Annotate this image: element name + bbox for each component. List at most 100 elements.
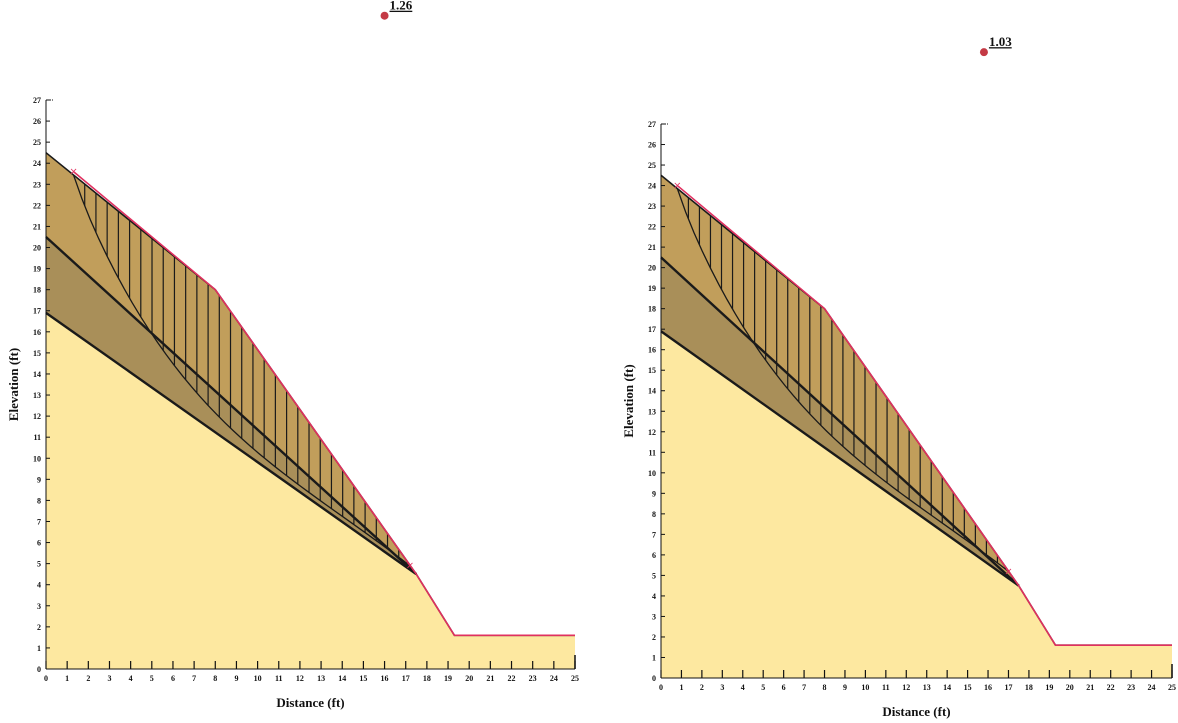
x-tick-label: 19: [444, 674, 452, 683]
x-tick-label: 4: [129, 674, 133, 683]
y-tick-label: 13: [648, 407, 656, 416]
x-tick-label: 11: [882, 683, 890, 692]
x-tick-label: 20: [465, 674, 473, 683]
slip-entry-marker: ×: [673, 181, 681, 192]
ground-surface-line: [676, 184, 1172, 646]
panel-1: ××0 1 2 3 4 5 6 7 8 9 10 11 12 13 14 15 16 17 18 19 20 21 22 23…: [6, 0, 579, 710]
upper-soil-layer: [661, 175, 1019, 586]
x-tick-label: 2: [86, 674, 90, 683]
x-tick-label: 11: [275, 674, 283, 683]
x-tick-label: 6: [171, 674, 175, 683]
y-tick-label: 5: [652, 571, 656, 580]
y-tick-label: 19: [33, 265, 41, 274]
x-tick-label: 3: [107, 674, 111, 683]
panel-2: ××0 1 2 3 4 5 6 7 8 9 10 11 12 13 14 15 16 17 18 19 20 21 22 23…: [621, 34, 1176, 719]
y-tick-label: 23: [33, 180, 41, 189]
y-tick-label: 22: [648, 223, 656, 232]
y-tick-label: 20: [33, 244, 41, 253]
y-axis-label: Elevation (ft): [6, 348, 21, 421]
y-tick-label: 0: [652, 674, 656, 683]
y-tick-label: 4: [652, 592, 656, 601]
x-tick-label: 8: [213, 674, 217, 683]
y-tick-label: 10: [648, 469, 656, 478]
y-tick-label: 17: [648, 325, 656, 334]
y-tick-label: 13: [33, 391, 41, 400]
y-tick-label: 14: [33, 370, 41, 379]
x-tick-label: 14: [943, 683, 951, 692]
y-tick-label: 17: [33, 307, 41, 316]
x-tick-label: 13: [317, 674, 325, 683]
y-tick-label: 3: [652, 612, 656, 621]
y-tick-label: 0: [37, 665, 41, 674]
x-tick-label: 10: [861, 683, 869, 692]
y-tick-label: 21: [33, 222, 41, 231]
y-axis-label: Elevation (ft): [621, 364, 636, 437]
y-tick-label: 12: [648, 428, 656, 437]
y-tick-label: 23: [648, 202, 656, 211]
x-tick-label: 8: [823, 683, 827, 692]
ground-surface-line: [72, 171, 575, 637]
x-tick-label: 19: [1045, 683, 1053, 692]
y-tick-label: 26: [33, 117, 41, 126]
x-tick-label: 22: [508, 674, 516, 683]
x-tick-label: 23: [1127, 683, 1135, 692]
y-tick-label: 11: [33, 433, 41, 442]
y-tick-label: 11: [648, 448, 656, 457]
x-tick-label: 21: [1086, 683, 1094, 692]
x-tick-label: 12: [296, 674, 304, 683]
x-tick-label: 17: [1004, 683, 1012, 692]
y-tick-label: 5: [37, 560, 41, 569]
y-tick-label: 15: [648, 366, 656, 375]
y-tick-label: 7: [37, 517, 41, 526]
x-tick-label: 16: [381, 674, 389, 683]
y-tick-label: 19: [648, 284, 656, 293]
x-tick-label: 18: [1025, 683, 1033, 692]
slip-exit-marker: ×: [406, 561, 414, 572]
y-tick-label: 6: [652, 551, 656, 560]
y-tick-label: 20: [648, 264, 656, 273]
x-tick-label: 5: [761, 683, 765, 692]
x-tick-label: 15: [359, 674, 367, 683]
y-tick-label: 2: [37, 623, 41, 632]
x-tick-label: 9: [843, 683, 847, 692]
y-tick-label: 27: [648, 120, 656, 129]
y-tick-label: 7: [652, 530, 656, 539]
x-tick-label: 2: [700, 683, 704, 692]
x-tick-label: 7: [192, 674, 196, 683]
y-tick-label: 25: [648, 161, 656, 170]
x-tick-label: 13: [923, 683, 931, 692]
layer-top-boundary: [45, 236, 418, 576]
x-tick-label: 10: [254, 674, 262, 683]
slip-surface: [72, 174, 411, 567]
x-tick-label: 25: [1168, 683, 1176, 692]
x-tick-label: 3: [720, 683, 724, 692]
x-tick-label: 9: [234, 674, 238, 683]
y-tick-label: 16: [648, 346, 656, 355]
slip-circle-center: [979, 48, 988, 57]
y-tick-label: 24: [648, 182, 656, 191]
y-tick-label: 12: [33, 412, 41, 421]
x-tick-label: 4: [741, 683, 745, 692]
y-tick-label: 16: [33, 328, 41, 337]
slip-entry-marker: ×: [69, 167, 77, 178]
layer-bottom-boundary: [45, 311, 417, 576]
slip-circle-center: [380, 11, 389, 20]
x-axis-label: Distance (ft): [882, 704, 950, 719]
y-tick-label: 8: [652, 510, 656, 519]
x-tick-label: 16: [984, 683, 992, 692]
factor-of-safety: 1.03: [989, 34, 1012, 49]
x-tick-label: 24: [1148, 683, 1156, 692]
y-tick-label: 9: [37, 475, 41, 484]
slip-surface: [676, 188, 1009, 572]
x-axis-label: Distance (ft): [276, 695, 344, 710]
y-tick-label: 26: [648, 141, 656, 150]
x-tick-label: 20: [1066, 683, 1074, 692]
x-tick-label: 18: [423, 674, 431, 683]
x-tick-label: 21: [486, 674, 494, 683]
x-tick-label: 25: [571, 674, 579, 683]
x-tick-label: 7: [802, 683, 806, 692]
y-tick-label: 1: [37, 644, 41, 653]
factor-of-safety: 1.26: [390, 0, 413, 13]
y-tick-label: 24: [33, 159, 41, 168]
